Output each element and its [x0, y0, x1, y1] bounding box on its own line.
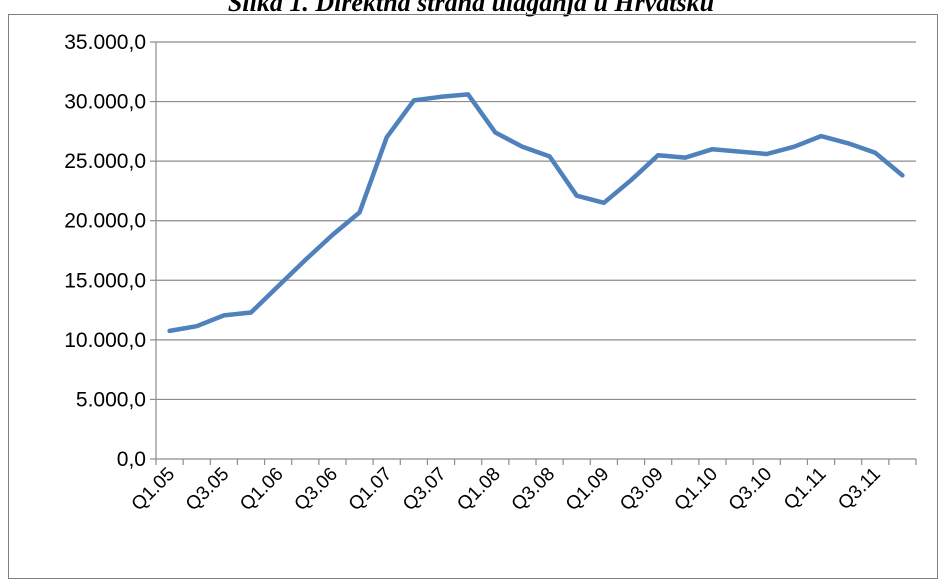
data-point — [168, 329, 172, 333]
data-point — [385, 135, 389, 139]
data-point — [629, 178, 633, 182]
y-tick-label: 5.000,0 — [76, 388, 146, 411]
data-point — [330, 233, 334, 237]
data-point — [738, 150, 742, 154]
x-tick-label: Q1.11 — [780, 464, 830, 514]
y-tick-label: 35.000,0 — [64, 31, 146, 54]
x-tick-label: Q3.07 — [399, 464, 450, 515]
y-tick-label: 20.000,0 — [64, 210, 146, 233]
y-tick-label: 25.000,0 — [64, 150, 146, 173]
chart-title: Slika 1. Direktna strana ulaganja u Hrva… — [227, 0, 715, 17]
gridlines — [156, 41, 916, 401]
data-point — [846, 141, 850, 145]
x-tick-label: Q3.06 — [291, 464, 342, 515]
data-point — [249, 311, 253, 315]
data-point — [303, 258, 307, 262]
x-tick-label: Q1.10 — [671, 464, 722, 515]
data-point — [765, 152, 769, 156]
data-point — [602, 201, 606, 205]
y-tick-label: 30.000,0 — [64, 91, 146, 114]
x-tick-labels: Q1.05 Q3.05 Q1.06 Q3.06 Q1.07 Q3.07 Q1.08 Q3.08… — [128, 464, 885, 515]
data-point — [412, 98, 416, 102]
x-tick-label: Q1.06 — [236, 464, 287, 515]
data-point — [900, 173, 904, 177]
x-tick-label: Q1.09 — [562, 464, 613, 515]
data-point — [873, 151, 877, 155]
series-layer — [167, 92, 905, 334]
data-point — [195, 324, 199, 328]
x-tick-label: Q3.05 — [182, 464, 233, 515]
y-tick-label: 0,0 — [117, 448, 146, 471]
x-tick-label: Q1.08 — [453, 464, 504, 515]
data-point — [819, 134, 823, 138]
x-tick-label: Q3.10 — [725, 464, 776, 515]
data-point — [439, 95, 443, 99]
data-point — [656, 153, 660, 157]
x-tick-label: Q3.08 — [508, 464, 559, 515]
series-line — [167, 92, 905, 334]
y-tick-label: 15.000,0 — [64, 269, 146, 292]
y-tick-labels: 0,0 5.000,0 10.000,0 15.000,0 20.000,0 25.000… — [64, 31, 146, 471]
data-point — [710, 147, 714, 151]
data-point — [222, 313, 226, 317]
y-tick-label: 10.000,0 — [64, 329, 146, 352]
data-point — [792, 145, 796, 149]
x-tick-label: Q1.05 — [128, 464, 179, 515]
data-point — [520, 145, 524, 149]
x-tick-label: Q3.11 — [834, 464, 884, 514]
data-point — [493, 131, 497, 135]
data-point — [575, 194, 579, 198]
data-point — [548, 154, 552, 158]
data-point — [276, 284, 280, 288]
data-point — [683, 156, 687, 160]
axes — [150, 41, 917, 465]
x-tick-label: Q3.09 — [616, 464, 667, 515]
data-point — [358, 210, 362, 214]
data-point — [466, 92, 470, 96]
x-tick-label: Q1.07 — [345, 464, 396, 515]
